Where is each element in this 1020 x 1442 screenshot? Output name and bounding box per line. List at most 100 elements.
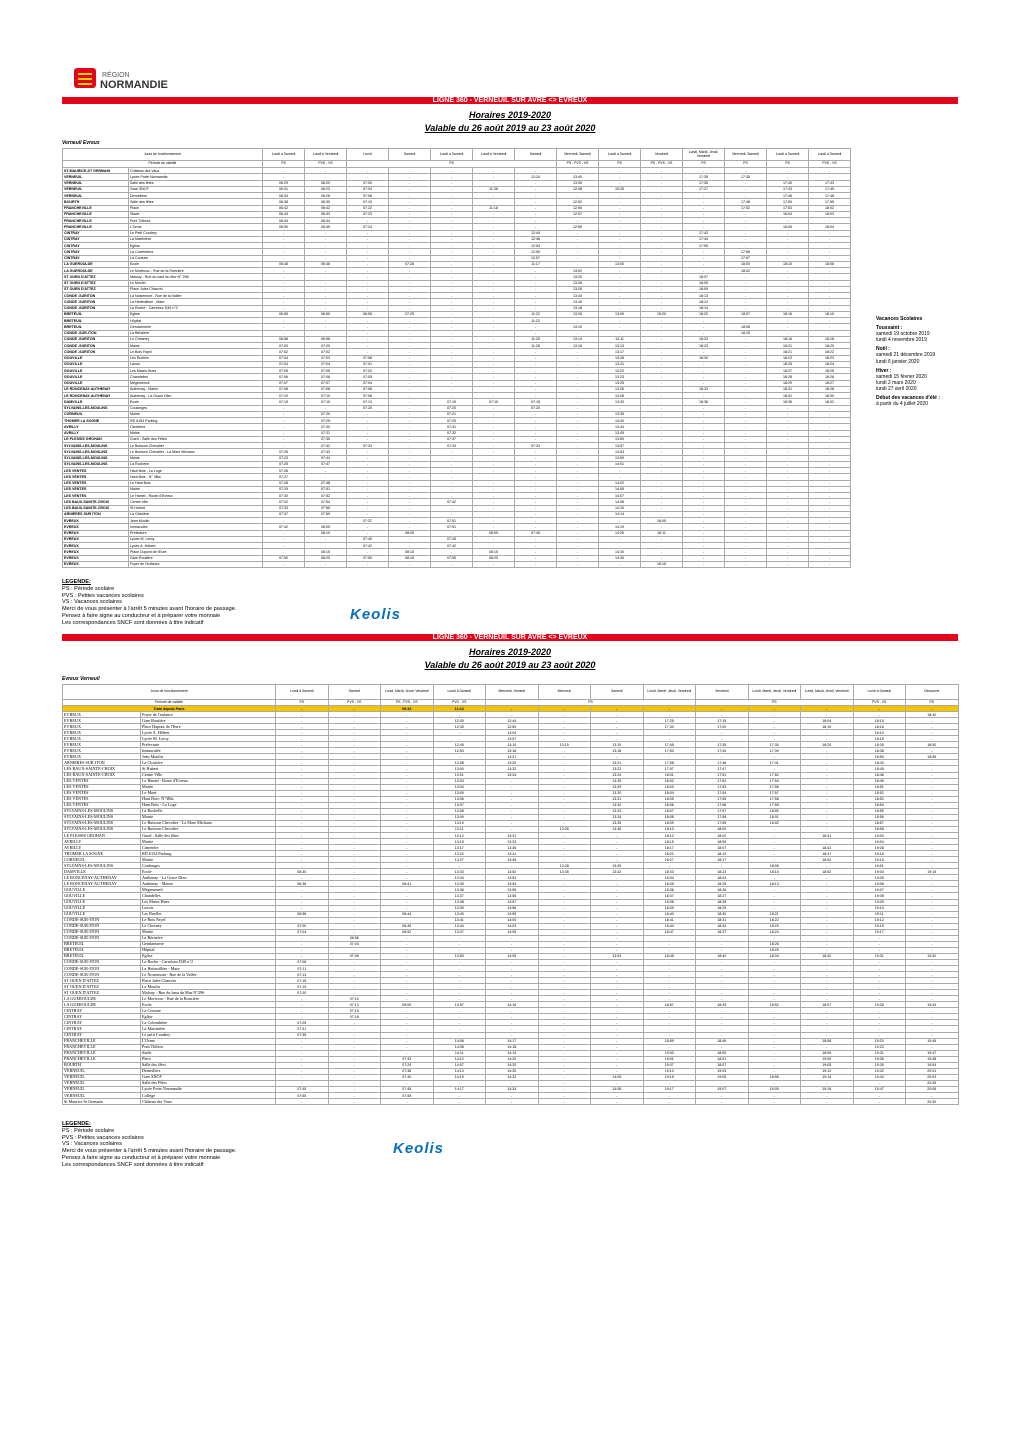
holiday-line: lundi 27 avril 2020	[876, 385, 917, 392]
time: 18:20	[808, 341, 852, 350]
time: -	[514, 560, 558, 569]
day-header: Lundi à Samedi	[432, 684, 487, 700]
stop-row: LES BAUX-SAINTE-CROIX Centre ville 07:32 07…	[62, 498, 852, 506]
stop-row: SYLVAINS-LES-MOULINS Mairie 07:23 07:44- - - -…	[62, 454, 852, 462]
direction: Verneuil Evreux	[62, 140, 100, 146]
stop: Cimetière	[127, 423, 264, 431]
time: -	[808, 473, 852, 481]
days-row: Jours de fonctionnement Lundi à Samedi Lun…	[61, 148, 852, 161]
day-header: Samedi	[590, 684, 644, 700]
stop-row: VERNEUIL Gare SNCF 06:31 06:23 07:03- -11:36-…	[62, 185, 852, 194]
stop: Les Ruelles	[127, 354, 264, 362]
days-label: Jours de fonctionnement	[61, 148, 264, 161]
time: -	[808, 485, 852, 494]
period: PS - PVS - VS	[556, 160, 600, 168]
day-header: Lundi à Vendredi	[304, 148, 348, 161]
stop: Mairie	[127, 454, 264, 462]
stop-row: DAMVILLE Ecole 07:15 07:15 07:13-07:15 07:15 0…	[62, 398, 852, 406]
stop: Authenay - La Grace Dieu	[127, 391, 264, 400]
legend-line: LEGENDE:	[62, 1121, 91, 1127]
holiday-line: Début des vacances d'été :	[876, 395, 940, 402]
holidays: Vacances Scolaires Toussaint : samedi 19 o…	[876, 316, 961, 407]
line-banner: LIGNE 360 - VERNEUIL SUR AVRE <> EVREUX	[62, 97, 958, 104]
time: -	[852, 1098, 907, 1106]
time: 16:15	[640, 560, 684, 569]
time: -	[808, 560, 852, 569]
period: PS	[262, 160, 306, 168]
time: -	[304, 560, 348, 569]
days-row: Jours de fonctionnement Lundi à Samedi Sam…	[61, 684, 959, 700]
stop-row: CINTRAY La Colombière - - - - - -12:50- - - -17:56…	[62, 248, 852, 256]
stop-row: CINTRAY La Couture - - - - - -12:57- - - -17:57- -	[62, 254, 852, 262]
time: -	[430, 560, 474, 569]
stop-row: LES VENTES Haut Bois - N° 3Bis 07:27- - - - - -…	[62, 473, 852, 481]
day-header: Samedi	[514, 148, 558, 161]
legend-line: Les correspondances SNCF sont données à …	[62, 1161, 204, 1168]
stop: La Rochelle	[127, 460, 264, 469]
stop-row: AVRILLY Cimetière -07:30- -07:31- - -13:44- - -…	[62, 423, 852, 431]
time: 18:18	[808, 335, 852, 344]
time: 18:15	[808, 310, 852, 319]
period: PVS - VS	[304, 160, 348, 168]
period-row: Période de validité PS PVS - VS PS PS - PVS …	[61, 160, 852, 168]
stop-row: LES VENTES Haut Bois - La Loge - - -13:07- -1…	[62, 801, 959, 809]
stop: Mégemesnil	[127, 379, 264, 387]
time: 18:22	[808, 348, 852, 356]
stop: Foyer de l'enfance	[127, 560, 264, 569]
period: PS	[598, 160, 642, 168]
holiday-line: Noël :	[876, 346, 890, 353]
timetable-title: Horaires 2019-2020	[468, 647, 552, 657]
time: -	[808, 285, 852, 294]
stop: Haut Bois - La Loge	[127, 466, 264, 475]
legend-line: PS : Période scolaire	[62, 1127, 115, 1134]
stop-row: CONDE -SURITON Mairie 07:00 07:00- - - -11:28 1…	[62, 341, 852, 350]
stop: Le Bois Fayel	[127, 348, 264, 356]
legend: LEGENDE: PS : Période scolaire PVS : Petit…	[62, 579, 236, 627]
stop-row: CONDE -SURITON La Hetteuillère - Mare - - - -…	[62, 298, 852, 306]
day-header: Mercredi, Samedi	[724, 148, 768, 161]
stop: Coulonges	[127, 404, 264, 412]
commune: St Maurice St Germain	[62, 1098, 141, 1106]
legend-line: Pensez à faire signe au conducteur et à …	[62, 1154, 221, 1161]
day-header: Lundi à Samedi	[430, 148, 474, 161]
stop-row: EVREUX Immaculée 07:42 08:05- -07:51- - -14:19…	[62, 523, 852, 531]
time: -	[432, 1098, 487, 1106]
day-header: Lundi, Mardi, Jeudi, Vendredi	[682, 148, 726, 161]
stop: La Noisemont - Rue de la Vallée	[127, 291, 264, 300]
stop-row: LE RONCENAY-AUTHENAY Authenay - Mairie 06:…	[62, 880, 959, 888]
stop: Authenay - Mairie	[127, 385, 264, 394]
time: -	[262, 560, 306, 569]
holiday-line: samedi 21 décembre 2019	[876, 352, 936, 359]
stop: Haut Bois - N° 3Bis	[127, 473, 264, 481]
stop-row: LES BAUX-SAINTE-CROIX Centre Ville - - -13:0…	[62, 771, 959, 779]
stop-row: FRANCHEVILLE L'Orme 06:50 06:45 07:24- - - -12:…	[62, 223, 852, 231]
period: PS	[724, 160, 768, 168]
day-header: Lundi	[346, 148, 390, 161]
stop: Ecole	[127, 398, 264, 406]
day-header: Lundi, Mardi, Jeudi, Vendredi	[380, 684, 434, 700]
time: -	[808, 404, 852, 412]
stop-row: LE RONCENAY-AUTHENAY Authenay - Mairie 07:…	[62, 385, 852, 394]
period: PS	[682, 160, 726, 168]
stop: Le Mortecuc - Rue de la Roncière	[127, 266, 264, 275]
stop-row: BRETEUIL Gendarmerie - - - - - - -13:10- - -18:08-…	[62, 323, 852, 331]
stop-row: AVRILLY Mairie -07:31- -07:32- - -13:45- - - - -	[62, 429, 852, 437]
stop: La Roche - Carrefour D49 n°2	[127, 304, 264, 312]
stop-row: CINTRAY La Colombière 07:25- - - - - - - - - - - -	[62, 1019, 959, 1027]
timetable-title: Horaires 2019-2020	[468, 110, 552, 120]
region-logo: RÉGION NORMANDIE	[74, 68, 168, 91]
time: -	[598, 560, 642, 569]
stop-row: LES VENTES Mairie 07:29 07:51- - - - - -14:06- - -…	[62, 485, 852, 494]
stop-row: SYLVAINS-LES-MOULINS La Rochelle 07:25 07:4…	[62, 460, 852, 469]
time: -	[808, 491, 852, 500]
stop: Centre ville	[127, 498, 264, 506]
stop-row: LE PLESSIS GROHAN Guerl - Salle des Fêtes…	[62, 435, 852, 444]
stop-row: CORNEUIL Mairie -07:20- -07:21- - -13:35- - - - -	[62, 410, 852, 419]
stop: Mairie	[127, 341, 264, 350]
day-header: Lundi à Samedi	[598, 148, 642, 161]
time: -	[808, 441, 852, 450]
period: PS - PVS - VS	[640, 160, 684, 168]
time: 18:32	[808, 398, 852, 406]
stop-row: SYLVAINS-LES-MOULINS Coulonges - -07:20-07:…	[62, 404, 852, 412]
stop: Guerl - Salle des Fêtes	[127, 435, 264, 444]
